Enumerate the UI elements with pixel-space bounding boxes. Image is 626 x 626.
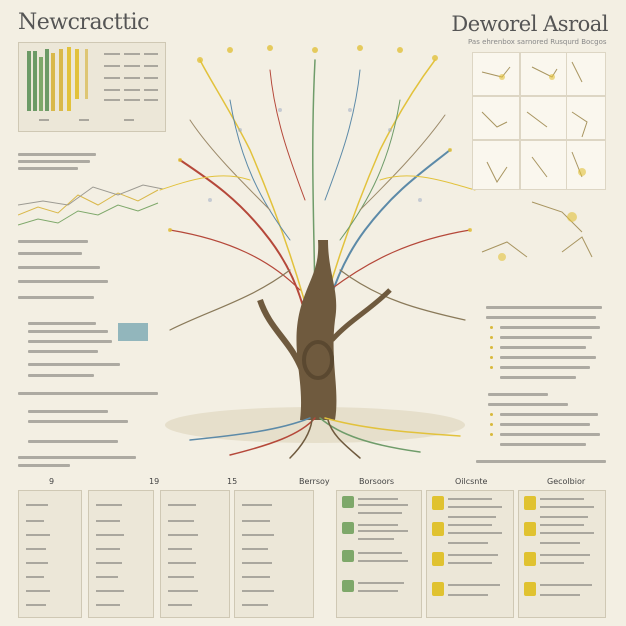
left-title: Newcracttic	[18, 10, 149, 35]
bar-chart-panel	[18, 42, 166, 132]
table-column-head: 9	[49, 477, 55, 486]
table-column-head: 15	[227, 477, 238, 486]
table-column-1: 9	[18, 477, 82, 618]
tree-illustration	[159, 45, 476, 459]
table-column-head: Berrsoy	[299, 477, 330, 486]
botanical-card	[520, 140, 568, 190]
right-subtitle: Pas ehrenbox sarnored Rusqurd Bocgos	[468, 38, 607, 46]
botanical-card	[520, 52, 568, 96]
category-column-head: Gecolbior	[547, 477, 586, 486]
category-column-head: Oilcsnte	[455, 477, 488, 486]
table-column-head: 19	[149, 477, 160, 486]
small-blue-box	[118, 323, 148, 341]
botanical-card	[566, 96, 606, 140]
botanical-card	[472, 52, 520, 96]
category-rows	[342, 496, 594, 596]
botanical-card	[566, 140, 606, 190]
left-line-chart	[18, 184, 164, 226]
right-title: Deworel Asroal	[451, 12, 608, 36]
botanical-card	[472, 140, 520, 190]
table-rows	[26, 504, 274, 606]
botanical-card	[566, 52, 606, 96]
botanical-sketches	[481, 61, 593, 261]
botanical-card	[472, 96, 520, 140]
table-column-2: 19	[88, 477, 159, 618]
category-column-head: Borsoors	[359, 477, 395, 486]
table-column-4: Berrsoy	[234, 477, 330, 618]
table-column-3: 15	[160, 477, 237, 618]
bar-chart-graphic	[27, 47, 158, 121]
botanical-card	[520, 96, 568, 140]
